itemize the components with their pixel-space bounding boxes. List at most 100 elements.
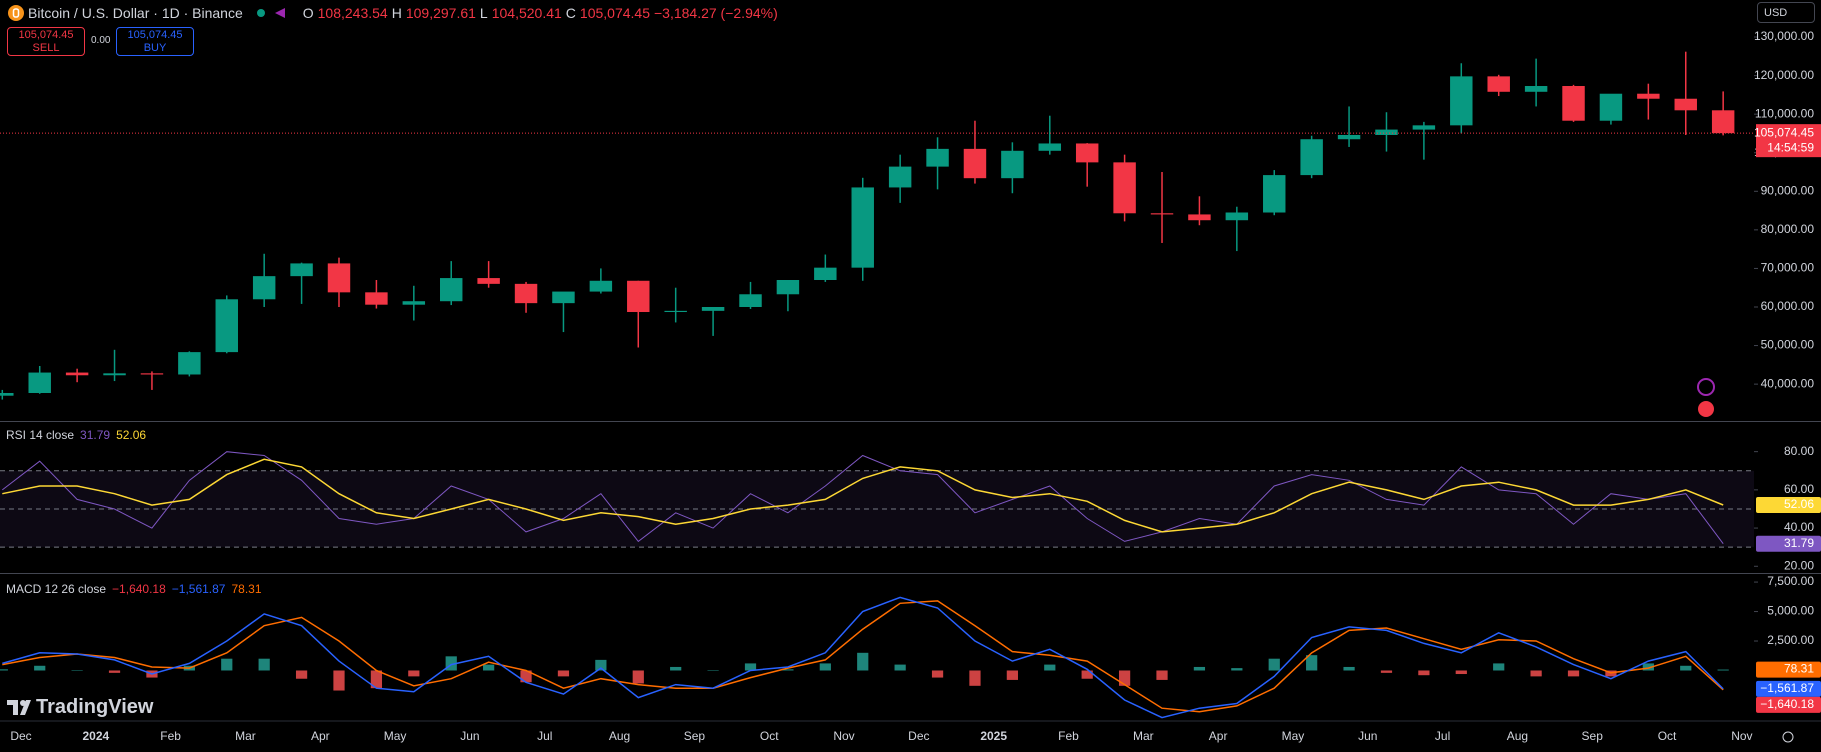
macd-title: MACD 12 26 close (6, 582, 107, 596)
macd-value-label-box (1756, 661, 1821, 678)
last-price-box (1756, 124, 1821, 158)
spread: 0.00 (91, 35, 111, 46)
histogram-bar (1343, 666, 1355, 671)
histogram-bar (632, 670, 644, 684)
candle-body (888, 166, 912, 188)
histogram-bar (670, 666, 682, 671)
histogram-bar (744, 663, 757, 671)
histogram-bar (370, 670, 383, 689)
candle-body (776, 280, 800, 295)
candle-body (1711, 110, 1735, 134)
x-tick-label: Mar (1133, 729, 1154, 743)
histogram-bar (1380, 670, 1393, 673)
histogram-bar (408, 670, 420, 677)
candle-body (1300, 139, 1323, 176)
close-label: C (565, 5, 576, 21)
candle-body (178, 352, 201, 375)
buy-button[interactable]: 105,074.45 BUY (116, 27, 194, 56)
symbol-title[interactable]: Bitcoin / U.S. Dollar · 1D · Binance (28, 5, 243, 21)
y-tick-label: 50,000.00 (1761, 338, 1815, 352)
y-tick-label: 90,000.00 (1761, 183, 1815, 197)
histogram-bar (819, 663, 831, 671)
x-tick-label: Sep (684, 729, 706, 743)
sell-label: SELL (32, 42, 60, 54)
rsi-legend: RSI 14 close 31.79 52.06 (6, 428, 146, 442)
indicator-line (1, 451, 1724, 544)
y-tick-label: 120,000.00 (1754, 68, 1814, 82)
x-tick-label: Nov (1731, 729, 1752, 743)
histogram-bar (857, 652, 869, 671)
histogram-bar (969, 670, 981, 686)
candle-body (926, 148, 949, 167)
candle-body (290, 263, 313, 277)
histogram-bar (1418, 670, 1430, 676)
histogram-bar (1306, 655, 1318, 671)
x-tick-label: May (384, 729, 407, 743)
histogram-bar (1193, 666, 1206, 671)
x-tick-label: 2024 (82, 729, 109, 743)
candle-body (402, 301, 426, 305)
candle-body (1524, 86, 1548, 92)
x-tick-label: Nov (833, 729, 854, 743)
event-icon (1697, 378, 1715, 396)
histogram-bar (1717, 669, 1729, 671)
y-tick-label: 110,000.00 (1755, 106, 1814, 120)
candle-body (140, 373, 164, 375)
low-label: L (479, 5, 488, 21)
candle-body (1487, 76, 1510, 92)
candle-body (215, 299, 238, 353)
histogram-bar (71, 670, 83, 671)
candle-body (1075, 143, 1099, 163)
candle-body (1001, 150, 1024, 179)
indicator-line (2, 458, 1724, 533)
histogram-bar (1006, 670, 1018, 680)
macd-legend-value: −1,561.87 (171, 582, 226, 596)
y-tick-label: 7,500.00 (1767, 574, 1814, 588)
y-tick-label: 60,000.00 (1761, 299, 1815, 313)
low-value: 104,520.41 (491, 5, 562, 21)
open-label: O (302, 5, 314, 21)
histogram-bar (557, 670, 570, 677)
candle-body (103, 373, 126, 376)
rsi-legend-value: 31.79 (80, 428, 111, 442)
candle-body (514, 283, 538, 304)
countdown: 14:54:59 (1767, 140, 1814, 154)
candle-body (627, 280, 650, 313)
candle-body (589, 280, 613, 292)
candle-body (1337, 134, 1361, 140)
histogram-bar (1530, 670, 1542, 677)
candle-body (1599, 93, 1623, 121)
x-tick-label: Jun (1358, 729, 1377, 743)
histogram-bar (1231, 668, 1243, 671)
histogram-bar (1156, 670, 1168, 680)
histogram-bar (1642, 663, 1654, 671)
x-tick-label: Mar (235, 729, 256, 743)
x-tick-label: Aug (609, 729, 630, 743)
histogram-bar (34, 665, 46, 671)
currency-select[interactable]: USD (1757, 2, 1815, 23)
macd-value-label: 78.31 (1784, 662, 1814, 676)
candle-body (1412, 125, 1436, 130)
x-tick-label: 2025 (980, 729, 1007, 743)
open-value: 108,243.54 (317, 5, 388, 21)
indicator-line (2, 596, 1724, 719)
flag-icon (1698, 401, 1714, 417)
candle-body (28, 372, 51, 394)
histogram-bar (333, 670, 345, 691)
candle-body (440, 278, 463, 302)
histogram-bar (707, 670, 719, 671)
candle-body (739, 294, 762, 307)
histogram-bar (595, 659, 607, 671)
rsi-value-label: 31.79 (1784, 536, 1814, 550)
y-tick-label: 20.00 (1784, 558, 1814, 572)
y-tick-label: 40,000.00 (1761, 376, 1815, 390)
histogram-bar (108, 670, 121, 673)
buy-price: 105,074.45 (127, 29, 183, 41)
histogram-bar (258, 658, 270, 671)
sell-button[interactable]: 105,074.45 SELL (7, 27, 85, 56)
histogram-bar (894, 664, 906, 671)
rsi-value-label-box (1756, 497, 1821, 514)
candle-body (1263, 175, 1286, 213)
btc-icon (8, 5, 24, 21)
